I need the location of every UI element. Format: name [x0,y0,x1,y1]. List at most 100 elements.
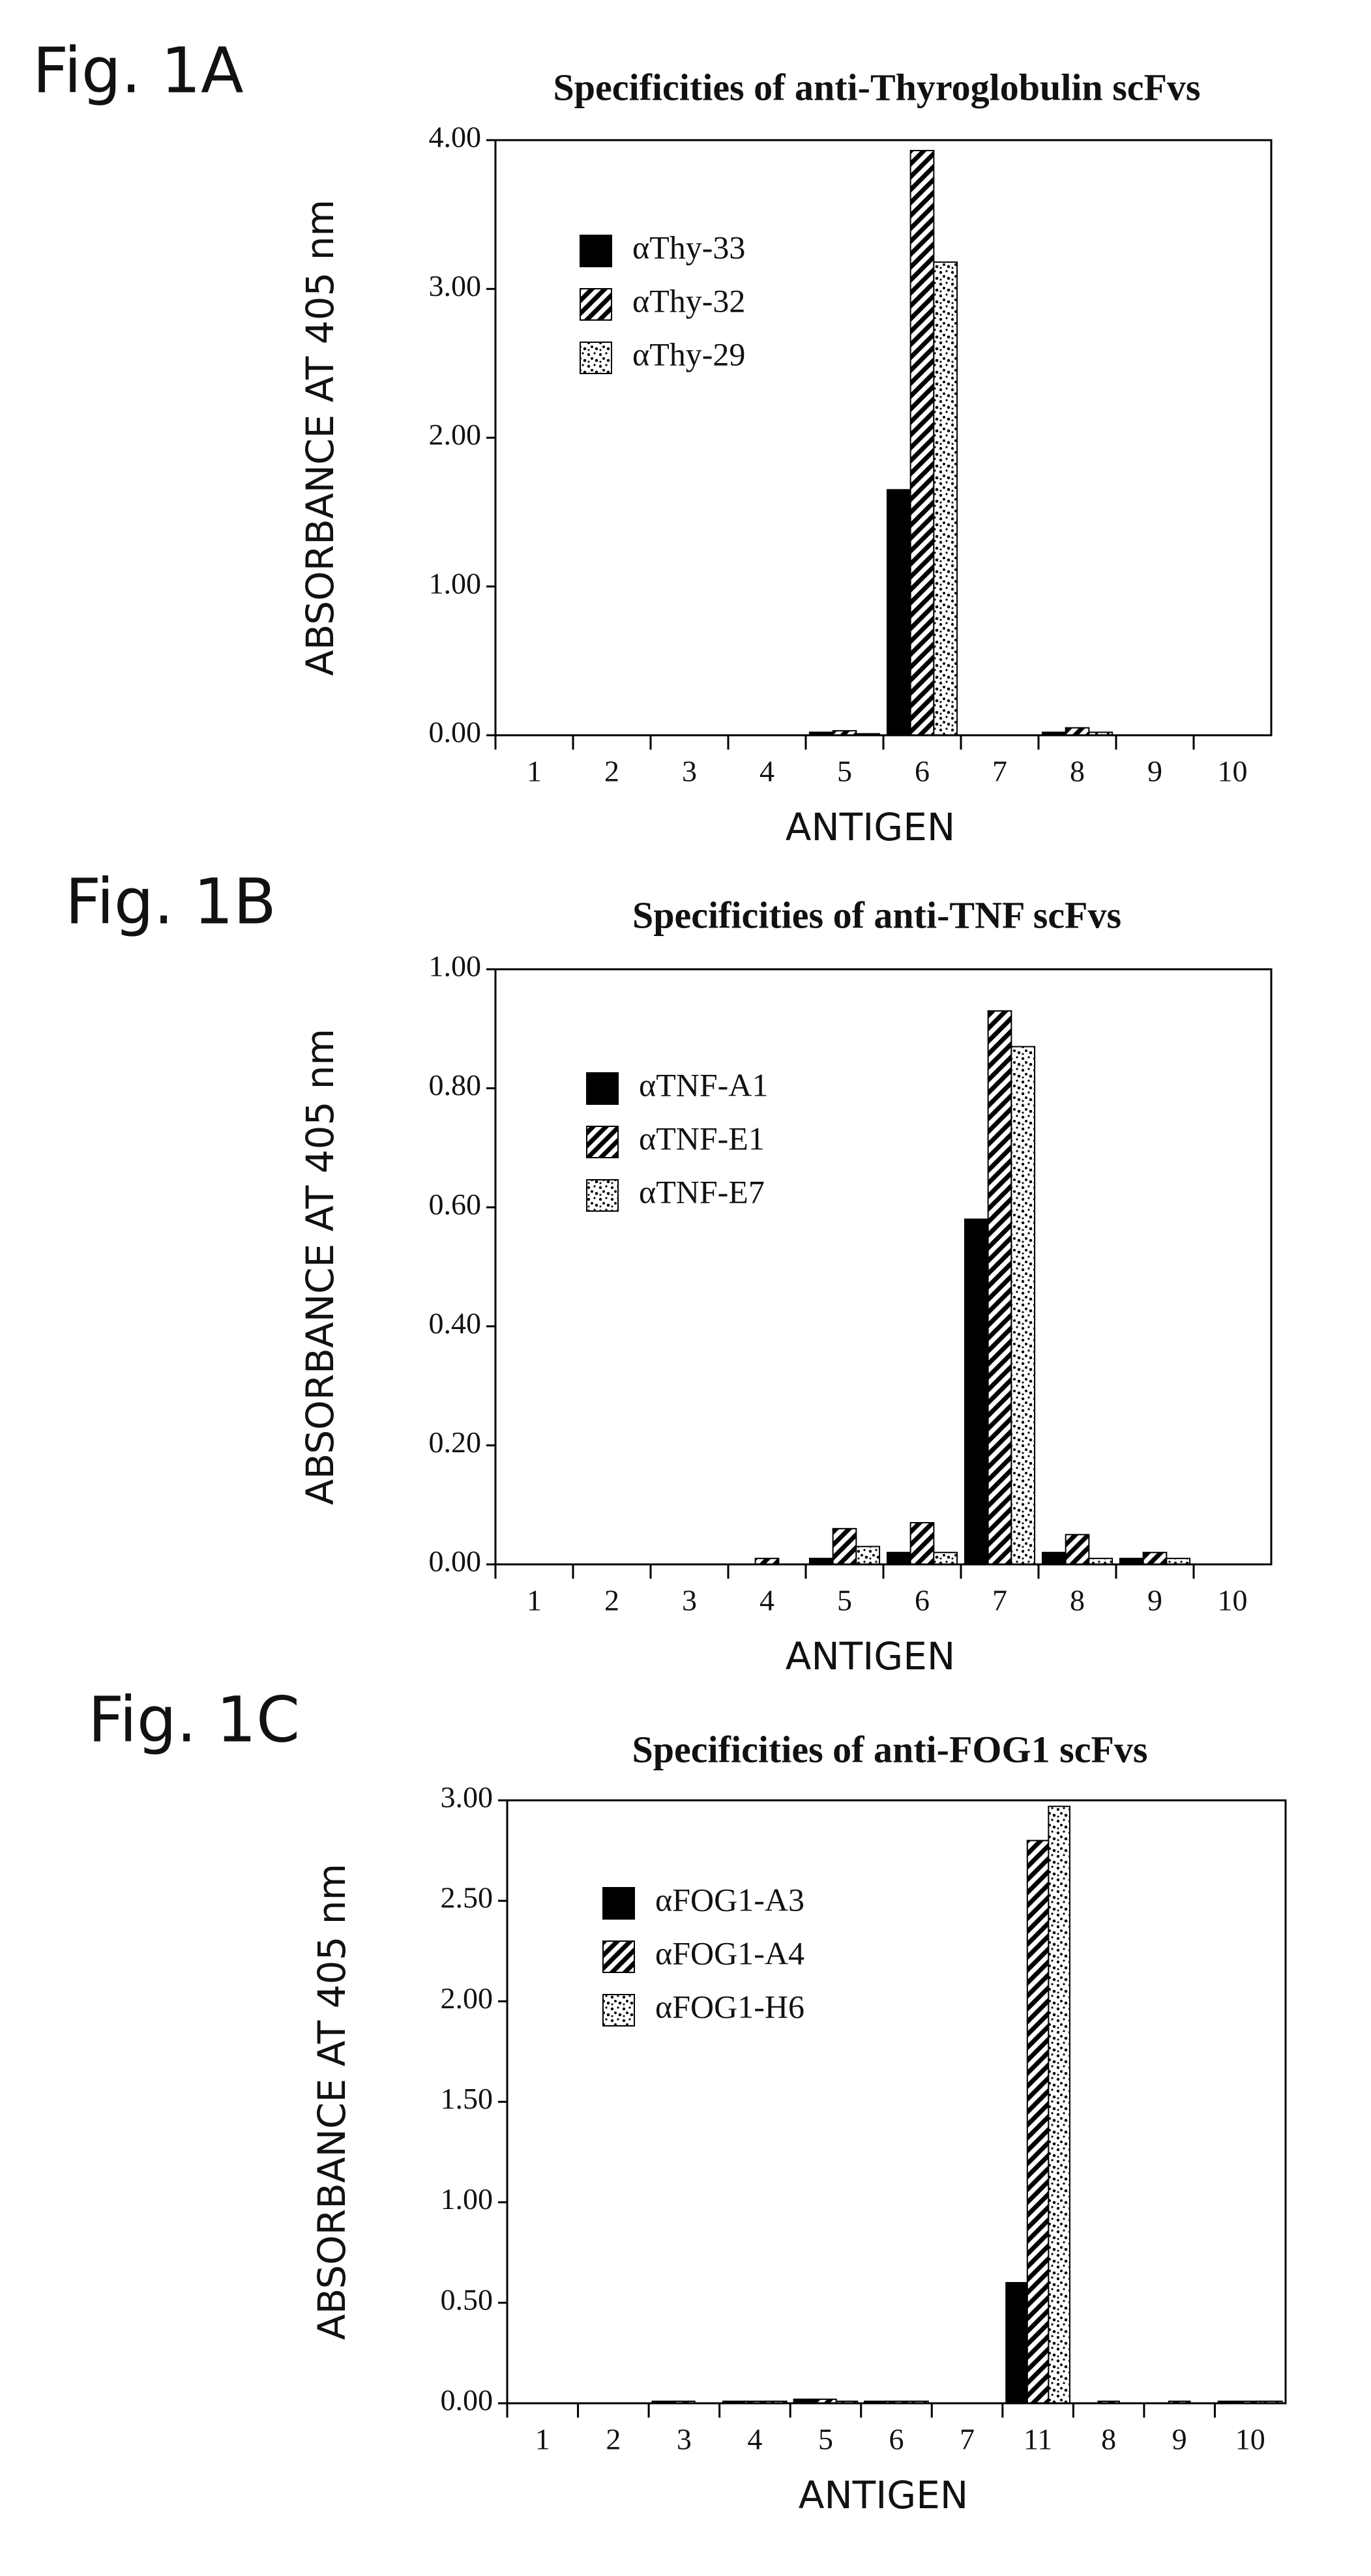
figure-label: Fig. 1A [33,34,244,107]
x-tick-label: 8 [1101,2423,1116,2456]
x-tick-label: 10 [1218,1584,1248,1617]
legend-label: αThy-32 [632,282,745,319]
figure-label: Fig. 1C [88,1683,300,1756]
bar [887,490,911,735]
y-tick-label: 0.20 [429,1426,482,1459]
x-tick-label: 8 [1070,1584,1085,1617]
legend-swatch [587,1180,618,1211]
legend-label: αTNF-E7 [639,1173,765,1210]
y-tick-label: 3.00 [441,1781,494,1814]
bar [856,1547,879,1564]
y-tick-label: 1.50 [441,2082,494,2115]
y-axis-label: ABSORBANCE AT 405 nm [298,1029,342,1505]
x-tick-label: 3 [677,2423,692,2456]
legend-swatch [580,235,612,267]
bar [1006,2283,1027,2403]
legend-label: αFOG1-A4 [655,1935,804,1971]
x-axis-label: ANTIGEN [786,805,956,849]
x-tick-label: 1 [535,2423,550,2456]
x-axis-label: ANTIGEN [786,1634,956,1678]
x-tick-label: 4 [759,755,774,788]
bar [988,1011,1012,1564]
x-tick-label: 7 [960,2423,975,2456]
x-tick-label: 9 [1147,755,1162,788]
bar [911,151,934,735]
x-tick-label: 10 [1218,755,1248,788]
x-tick-label: 3 [682,1584,697,1617]
y-tick-label: 2.50 [441,1881,494,1914]
chart-title: Specificities of anti-TNF scFvs [632,894,1121,936]
y-tick-label: 0.60 [429,1188,482,1221]
bar [934,262,957,735]
y-tick-label: 3.00 [429,269,482,302]
x-tick-label: 11 [1024,2423,1052,2456]
legend-label: αThy-33 [632,229,745,265]
y-tick-label: 1.00 [429,566,482,600]
y-tick-label: 0.00 [429,716,482,749]
x-axis-label: ANTIGEN [799,2473,969,2517]
x-tick-label: 9 [1147,1584,1162,1617]
x-tick-label: 6 [889,2423,904,2456]
x-tick-label: 6 [915,1584,930,1617]
bar [887,1553,911,1564]
x-tick-label: 2 [606,2423,621,2456]
x-tick-label: 5 [837,755,852,788]
x-tick-label: 9 [1172,2423,1187,2456]
legend-swatch [587,1126,618,1158]
legend-swatch [587,1073,618,1104]
x-tick-label: 1 [527,755,542,788]
chart-title: Specificities of anti-Thyroglobulin scFv… [553,66,1200,108]
x-tick-label: 10 [1235,2423,1265,2456]
legend-label: αFOG1-H6 [655,1988,804,2025]
y-tick-label: 0.80 [429,1068,482,1102]
bar [1042,1553,1066,1564]
bar [1011,1047,1035,1564]
figure: Fig. 1A Specificities of anti-Thyroglobul… [0,0,1371,2576]
y-tick-label: 0.00 [429,1545,482,1578]
page: {"chart_data": [ {"type": "bar", "figure… [0,0,1371,2576]
legend-swatch [580,289,612,320]
bar [1066,728,1089,735]
legend-swatch [580,342,612,373]
legend-label: αTNF-A1 [639,1066,768,1103]
y-tick-label: 2.00 [429,418,482,451]
y-tick-label: 0.40 [429,1306,482,1339]
x-tick-label: 7 [992,755,1007,788]
x-tick-label: 4 [759,1584,774,1617]
legend-label: αFOG1-A3 [655,1881,804,1918]
bar [1027,1841,1049,2403]
bar [1066,1534,1089,1564]
x-tick-label: 7 [992,1584,1007,1617]
y-axis-label: ABSORBANCE AT 405 nm [298,199,342,676]
chart-title: Specificities of anti-FOG1 scFvs [632,1728,1148,1770]
y-tick-label: 1.00 [441,2182,494,2216]
x-tick-label: 5 [837,1584,852,1617]
x-tick-label: 3 [682,755,697,788]
bar [934,1553,957,1564]
x-tick-label: 6 [915,755,930,788]
bar [911,1523,934,1564]
x-tick-label: 2 [604,755,619,788]
y-tick-label: 1.00 [429,950,482,983]
bar [965,1219,988,1564]
y-tick-label: 0.50 [441,2283,494,2316]
x-tick-label: 8 [1070,755,1085,788]
plot-frame [495,969,1271,1564]
bar [833,1529,857,1564]
x-tick-label: 1 [527,1584,542,1617]
legend-swatch [603,1941,634,1972]
bar [1048,1806,1070,2403]
legend-label: αThy-29 [632,336,745,372]
bar [1143,1553,1167,1564]
y-tick-label: 0.00 [441,2384,494,2417]
legend-swatch [603,1888,634,1919]
plot-frame [495,140,1271,735]
y-axis-label: ABSORBANCE AT 405 nm [310,1864,354,2340]
x-tick-label: 2 [604,1584,619,1617]
y-tick-label: 2.00 [441,1982,494,2015]
x-tick-label: 4 [747,2423,762,2456]
legend-swatch [603,1995,634,2026]
y-tick-label: 4.00 [429,121,482,154]
x-tick-label: 5 [818,2423,833,2456]
figure-label: Fig. 1B [65,865,276,938]
